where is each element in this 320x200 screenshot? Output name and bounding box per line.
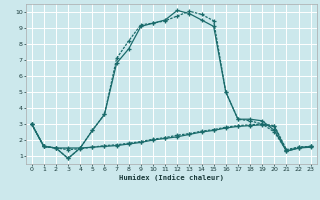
X-axis label: Humidex (Indice chaleur): Humidex (Indice chaleur)	[119, 175, 224, 181]
